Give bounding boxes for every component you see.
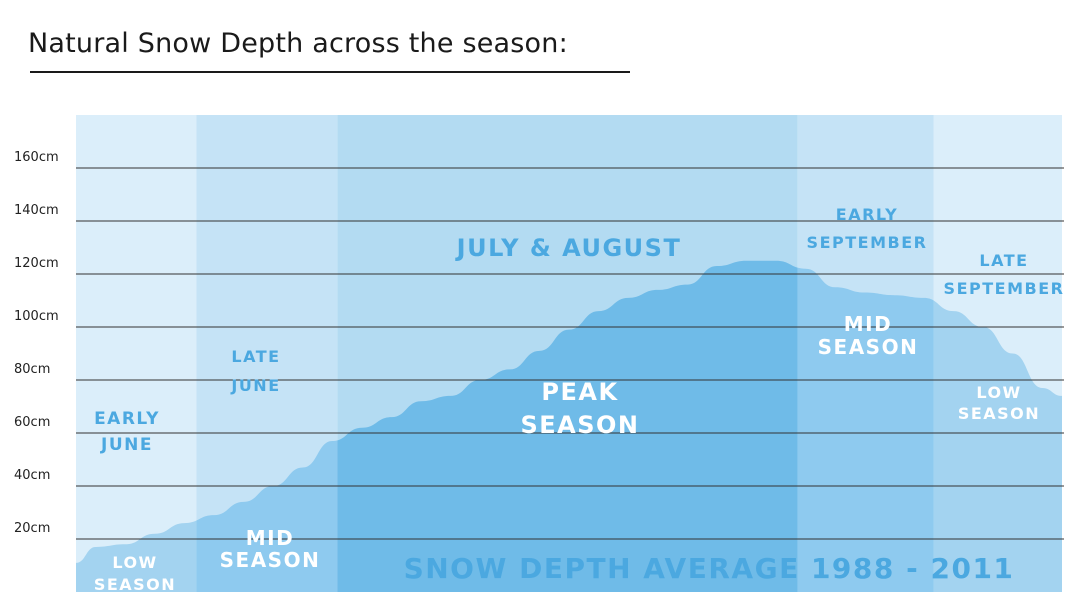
snow-depth-area-july-august <box>337 260 798 592</box>
period-label-late-september: SEPTEMBER <box>944 279 1065 298</box>
y-tick-label: 40cm <box>14 468 50 483</box>
band-early-june <box>76 115 197 592</box>
period-label-early-september: EARLY <box>836 205 898 224</box>
series-label: SNOW DEPTH AVERAGE 1988 - 2011 <box>404 552 1015 585</box>
season-label-july-august: PEAK <box>541 378 618 406</box>
period-label-late-june: JUNE <box>230 376 280 395</box>
y-tick-label: 140cm <box>14 203 59 218</box>
snow-depth-area-late-june <box>196 440 338 592</box>
period-label-early-september: SEPTEMBER <box>807 233 928 252</box>
y-tick-label: 100cm <box>14 309 59 324</box>
season-label-early-september: MID <box>844 312 892 336</box>
page-title: Natural Snow Depth across the season: <box>28 28 568 59</box>
season-label-early-september: SEASON <box>818 335 919 359</box>
y-tick-label: 160cm <box>14 150 59 165</box>
period-label-late-september: LATE <box>979 251 1028 270</box>
y-tick-label: 60cm <box>14 415 50 430</box>
period-label-early-june: EARLY <box>94 409 160 429</box>
snow-depth-area-early-june <box>76 520 197 592</box>
y-tick-label: 20cm <box>14 521 50 536</box>
snow-depth-area-early-september <box>797 267 934 592</box>
season-label-late-september: SEASON <box>958 404 1040 423</box>
snow-depth-area-late-september <box>933 300 1062 592</box>
season-label-early-june: LOW <box>112 553 157 572</box>
period-label-early-june: JUNE <box>100 435 153 455</box>
title-underline <box>30 71 630 73</box>
period-label-late-june: LATE <box>231 347 280 366</box>
period-label-july-august: JULY & AUGUST <box>455 234 682 262</box>
season-label-late-september: LOW <box>976 383 1021 402</box>
season-label-july-august: SEASON <box>520 411 639 439</box>
y-tick-label: 80cm <box>14 362 50 377</box>
season-label-late-june: MID <box>246 526 294 550</box>
season-label-early-june: SEASON <box>94 575 176 594</box>
season-label-late-june: SEASON <box>220 548 321 572</box>
y-tick-label: 120cm <box>14 256 59 271</box>
